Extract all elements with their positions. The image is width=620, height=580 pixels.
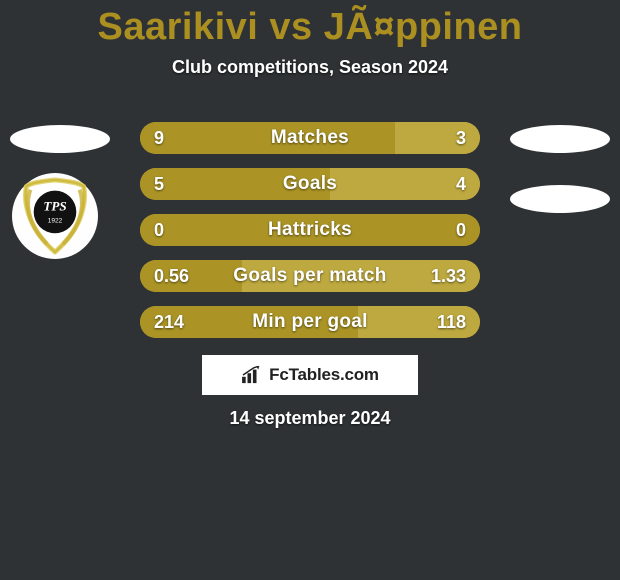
left-club-crest: TPS 1922 bbox=[12, 173, 98, 259]
bar-value-right: 1.33 bbox=[431, 266, 466, 287]
bar-value-left: 214 bbox=[154, 312, 184, 333]
bar-label: Min per goal bbox=[140, 311, 480, 333]
bar-row: Goals5 4 bbox=[140, 168, 480, 200]
bar-row: Goals per match0.56 1.33 bbox=[140, 260, 480, 292]
left-badges-column: TPS 1922 bbox=[0, 125, 120, 259]
tps-crest-icon: TPS 1922 bbox=[14, 175, 96, 257]
left-club-badge-1 bbox=[10, 125, 110, 153]
comparison-infographic: Saarikivi vs JÃ¤ppinen Club competitions… bbox=[0, 0, 620, 580]
bar-label: Matches bbox=[140, 127, 480, 149]
bar-row: Hattricks0 0 bbox=[140, 214, 480, 246]
svg-text:1922: 1922 bbox=[48, 218, 63, 225]
date-text: 14 september 2024 bbox=[0, 408, 620, 429]
comparison-bars: Matches9 3 Goals5 4 Hattricks0 0 Goals per mat… bbox=[140, 122, 480, 352]
bar-value-right: 4 bbox=[456, 174, 466, 195]
brand-box: FcTables.com bbox=[202, 355, 418, 395]
title-vs: vs bbox=[269, 6, 312, 48]
bar-value-left: 5 bbox=[154, 174, 164, 195]
bar-label: Goals bbox=[140, 173, 480, 195]
bar-label: Hattricks bbox=[140, 219, 480, 241]
brand-text: FcTables.com bbox=[269, 365, 379, 385]
bar-value-left: 0.56 bbox=[154, 266, 189, 287]
fctables-logo-icon bbox=[241, 366, 263, 384]
right-club-badge-2 bbox=[510, 185, 610, 213]
right-club-badge-1 bbox=[510, 125, 610, 153]
bar-value-right: 0 bbox=[456, 220, 466, 241]
bar-value-left: 0 bbox=[154, 220, 164, 241]
bar-label: Goals per match bbox=[140, 265, 480, 287]
bar-value-left: 9 bbox=[154, 128, 164, 149]
title-left-player: Saarikivi bbox=[98, 6, 259, 48]
title-right-player: JÃ¤ppinen bbox=[324, 6, 523, 48]
svg-text:TPS: TPS bbox=[43, 198, 66, 213]
bar-value-right: 118 bbox=[437, 312, 466, 333]
bar-row: Min per goal214 118 bbox=[140, 306, 480, 338]
right-badges-column bbox=[500, 125, 620, 233]
page-title: Saarikivi vs JÃ¤ppinen bbox=[0, 0, 620, 49]
subtitle: Club competitions, Season 2024 bbox=[0, 57, 620, 78]
bar-value-right: 3 bbox=[456, 128, 466, 149]
bar-row: Matches9 3 bbox=[140, 122, 480, 154]
